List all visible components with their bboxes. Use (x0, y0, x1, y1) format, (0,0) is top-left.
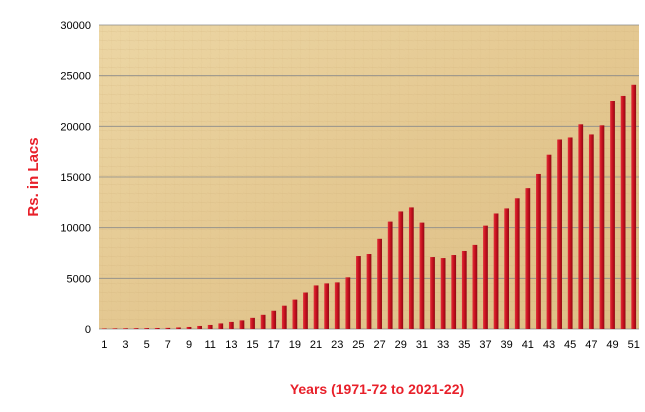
x-tick-label: 39 (501, 339, 513, 351)
bar (525, 188, 531, 329)
bar (260, 314, 266, 329)
bar (281, 305, 287, 329)
x-tick-label: 25 (352, 339, 364, 351)
x-tick-label: 29 (395, 339, 407, 351)
bar (356, 256, 361, 329)
bars (101, 84, 637, 329)
bar (557, 139, 562, 329)
x-tick-label: 27 (373, 339, 385, 351)
bar (292, 299, 298, 329)
x-tick-label: 15 (246, 339, 258, 351)
bar (536, 173, 541, 329)
bar (239, 320, 245, 329)
bar (123, 328, 128, 329)
bar (610, 101, 615, 329)
x-tick-label: 51 (628, 339, 640, 351)
bar (461, 250, 467, 329)
bar (366, 254, 372, 329)
bar (101, 328, 107, 329)
bar (567, 137, 573, 329)
bar (440, 258, 446, 329)
x-axis-title: Years (1971-72 to 2021-22) (290, 381, 464, 397)
bar (197, 325, 202, 329)
bar (514, 198, 520, 329)
y-tick-label: 30000 (60, 20, 91, 32)
x-tick-label: 17 (268, 339, 280, 351)
y-tick-label: 20000 (60, 121, 91, 133)
bar (419, 222, 425, 329)
x-tick-label: 35 (458, 339, 470, 351)
bar (387, 221, 393, 329)
bar (578, 124, 584, 329)
x-tick-label: 45 (564, 339, 576, 351)
bar (324, 283, 330, 329)
bar (398, 211, 404, 329)
bar (250, 317, 255, 329)
bar (408, 207, 414, 329)
bar (207, 324, 213, 329)
x-tick-label: 21 (310, 339, 322, 351)
bar (165, 327, 171, 329)
bar (133, 328, 139, 329)
x-axis-ticks: 1 3 5 7 9 11 13 15 17 19 21 23 25 27 29 31 33 35 37 39 41 43 4… (101, 339, 640, 351)
bar (588, 134, 594, 329)
y-tick-label: 25000 (60, 71, 91, 83)
x-tick-label: 37 (479, 339, 491, 351)
bar (154, 327, 160, 329)
bar (271, 310, 277, 329)
bar (218, 323, 224, 329)
bar (430, 257, 435, 329)
x-tick-label: 49 (606, 339, 618, 351)
y-tick-label: 15000 (60, 172, 91, 184)
x-tick-label: 23 (331, 339, 343, 351)
bar (504, 208, 510, 329)
bar (631, 84, 637, 329)
x-tick-label: 5 (144, 339, 150, 351)
bar (186, 326, 192, 329)
bar (303, 292, 308, 329)
bar (483, 225, 488, 329)
x-tick-label: 9 (186, 339, 192, 351)
bar (112, 328, 118, 329)
x-tick-label: 19 (289, 339, 301, 351)
x-tick-label: 1 (101, 339, 107, 351)
y-axis-title: Rs. in Lacs (25, 137, 42, 216)
bar (228, 321, 234, 329)
bar (377, 238, 382, 329)
y-tick-label: 10000 (60, 223, 91, 235)
bar (451, 255, 457, 329)
bar (345, 277, 351, 329)
x-tick-label: 47 (585, 339, 597, 351)
x-tick-label: 13 (225, 339, 237, 351)
bar (176, 327, 181, 329)
y-axis-ticks: 0 5000 10000 15000 20000 25000 30000 (60, 20, 91, 336)
bar (493, 213, 499, 329)
x-tick-label: 41 (522, 339, 534, 351)
x-tick-label: 33 (437, 339, 449, 351)
x-tick-label: 11 (204, 339, 215, 351)
bar (144, 328, 150, 329)
x-tick-label: 43 (543, 339, 555, 351)
bar (334, 282, 340, 329)
y-tick-label: 5000 (67, 273, 91, 285)
bar (620, 95, 626, 329)
bar (472, 244, 478, 329)
bar (313, 285, 319, 329)
x-tick-label: 31 (416, 339, 428, 351)
y-tick-label: 0 (85, 324, 91, 336)
x-tick-label: 3 (122, 339, 128, 351)
x-tick-label: 7 (165, 339, 171, 351)
bar (599, 125, 605, 329)
bar (546, 154, 552, 329)
